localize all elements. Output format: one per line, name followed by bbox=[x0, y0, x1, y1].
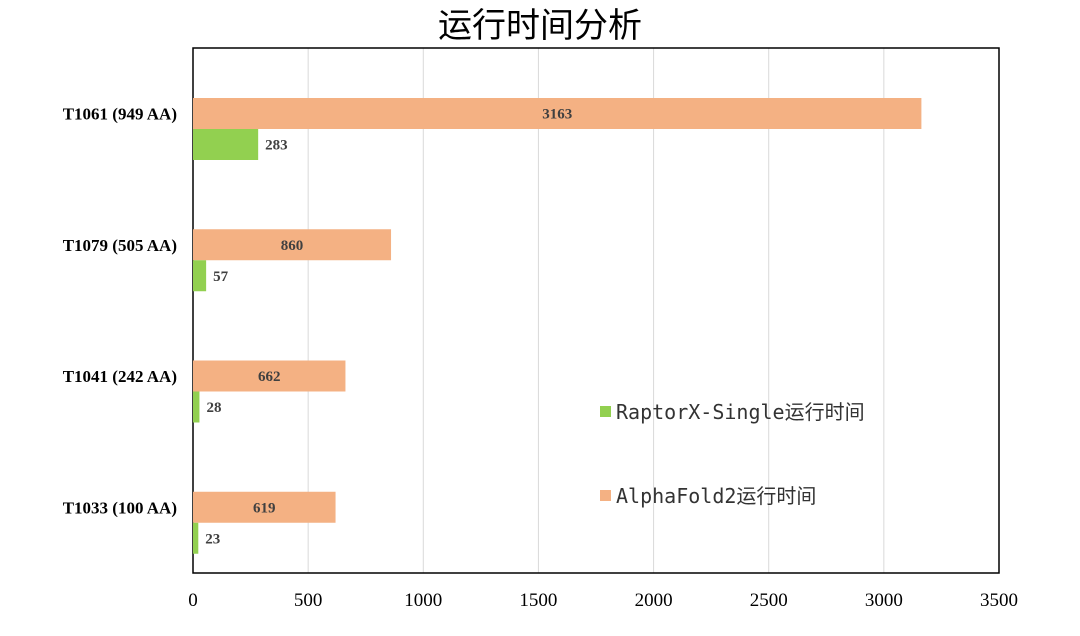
data-label-raptorx-single: 283 bbox=[265, 138, 288, 154]
plot-area-frame bbox=[192, 47, 1000, 574]
bar-raptorx-single bbox=[193, 260, 207, 292]
data-label-alphafold2: 860 bbox=[281, 238, 304, 254]
category-label: T1061 (949 AA) bbox=[63, 105, 177, 124]
bar-alphafold2 bbox=[193, 229, 392, 261]
bar-alphafold2 bbox=[193, 491, 336, 523]
value-axis: 0 500 1000 1500 2000 2500 3000 3500 bbox=[188, 590, 1018, 611]
category-label: T1033 (100 AA) bbox=[63, 498, 177, 517]
data-label-raptorx-single: 23 bbox=[205, 531, 220, 547]
legend-swatch bbox=[600, 406, 611, 417]
data-label-alphafold2: 662 bbox=[258, 369, 281, 385]
bar-raptorx-single bbox=[193, 391, 200, 423]
x-tick-label: 2500 bbox=[750, 590, 788, 611]
legend: RaptorX-Single运行时间 AlphaFold2运行时间 bbox=[600, 400, 865, 508]
chart-title: 运行时间分析 bbox=[438, 6, 642, 46]
category-label: T1041 (242 AA) bbox=[63, 367, 177, 386]
category-axis: T1061 (949 AA) T1079 (505 AA) T1041 (242 A… bbox=[63, 105, 177, 518]
x-tick-label: 0 bbox=[188, 590, 198, 611]
data-labels: 3163 283 860 57 662 28 619 23 bbox=[205, 107, 572, 548]
bar-raptorx-single bbox=[193, 522, 199, 554]
data-label-raptorx-single: 28 bbox=[206, 400, 221, 416]
data-label-alphafold2: 3163 bbox=[542, 107, 572, 123]
data-label-alphafold2: 619 bbox=[253, 500, 276, 516]
x-tick-label: 2000 bbox=[635, 590, 673, 611]
data-label-raptorx-single: 57 bbox=[213, 269, 229, 285]
legend-label: AlphaFold2运行时间 bbox=[616, 484, 816, 508]
legend-swatch bbox=[600, 490, 611, 501]
category-label: T1079 (505 AA) bbox=[63, 236, 177, 255]
bar-alphafold2 bbox=[193, 360, 346, 392]
gridlines bbox=[307, 48, 885, 573]
x-tick-label: 1000 bbox=[404, 590, 442, 611]
x-tick-label: 3000 bbox=[865, 590, 903, 611]
x-tick-label: 3500 bbox=[980, 590, 1018, 611]
legend-label: RaptorX-Single运行时间 bbox=[616, 400, 865, 424]
bar-raptorx-single bbox=[193, 129, 259, 160]
x-tick-label: 500 bbox=[294, 590, 323, 611]
x-tick-label: 1500 bbox=[519, 590, 557, 611]
bar-alphafold2 bbox=[193, 98, 922, 129]
bars bbox=[193, 98, 922, 554]
